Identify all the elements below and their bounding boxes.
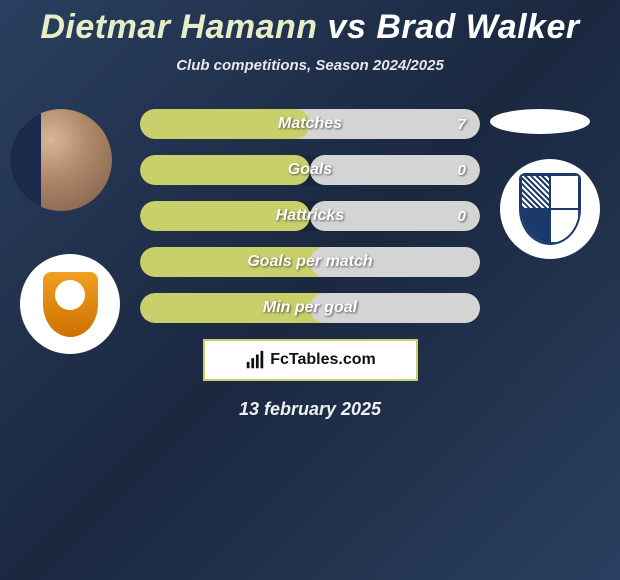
stat-value-right: 0 bbox=[444, 201, 480, 231]
stat-row: Matches7 bbox=[140, 109, 480, 139]
player1-club-badge bbox=[20, 254, 120, 354]
stat-value-right: 0 bbox=[444, 155, 480, 185]
stat-row: Goals per match bbox=[140, 247, 480, 277]
player1-avatar bbox=[10, 109, 112, 211]
stat-label: Matches bbox=[140, 109, 480, 139]
stat-label: Min per goal bbox=[140, 293, 480, 323]
date-label: 13 february 2025 bbox=[0, 399, 620, 420]
player2-club-badge bbox=[500, 159, 600, 259]
branding-badge: FcTables.com bbox=[203, 339, 418, 381]
stat-value-right: 7 bbox=[444, 109, 480, 139]
branding-text: FcTables.com bbox=[270, 351, 376, 369]
stat-bars: Matches7Goals0Hattricks0Goals per matchM… bbox=[140, 109, 480, 323]
player1-name: Dietmar Hamann bbox=[40, 8, 317, 46]
stat-label: Goals per match bbox=[140, 247, 480, 277]
chart-icon bbox=[244, 349, 266, 371]
player2-name: Brad Walker bbox=[376, 8, 579, 46]
club-shield-icon bbox=[43, 272, 98, 337]
subtitle: Club competitions, Season 2024/2025 bbox=[0, 57, 620, 74]
stat-row: Hattricks0 bbox=[140, 201, 480, 231]
comparison-area: Matches7Goals0Hattricks0Goals per matchM… bbox=[0, 109, 620, 420]
player2-avatar bbox=[490, 109, 590, 134]
stat-row: Goals0 bbox=[140, 155, 480, 185]
stat-label: Goals bbox=[140, 155, 480, 185]
stat-row: Min per goal bbox=[140, 293, 480, 323]
club-shield-icon bbox=[519, 173, 581, 245]
page-title: Dietmar Hamann vs Brad Walker bbox=[0, 0, 620, 47]
stat-label: Hattricks bbox=[140, 201, 480, 231]
vs-label: vs bbox=[328, 8, 367, 46]
